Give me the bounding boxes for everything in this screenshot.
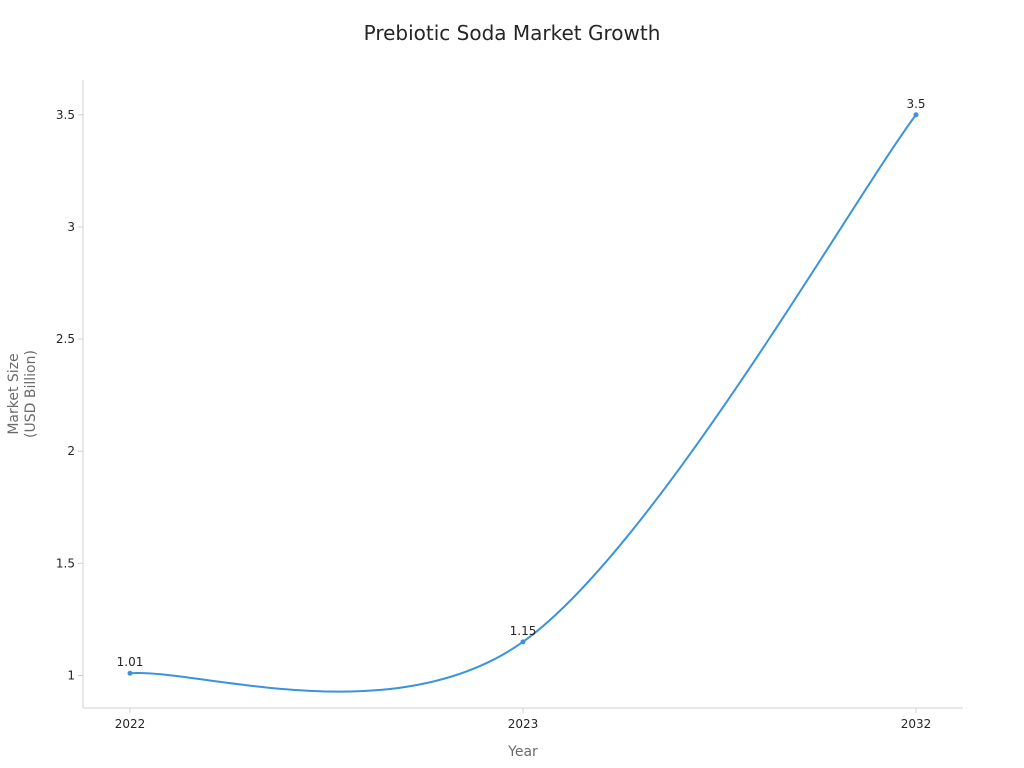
- y-tick-label: 3: [67, 220, 75, 234]
- y-axis-title-line-1: Market Size: [6, 353, 22, 434]
- y-tick-label: 3.5: [56, 108, 75, 122]
- x-tick-label: 2023: [508, 717, 539, 731]
- y-axis-title-line-2: (USD Billion): [23, 350, 39, 438]
- data-label: 1.01: [117, 655, 144, 669]
- data-label: 3.5: [906, 97, 925, 111]
- data-labels: 1.01 1.15 3.5: [117, 97, 926, 669]
- data-point: [127, 670, 133, 676]
- chart-title: Prebiotic Soda Market Growth: [364, 21, 661, 45]
- data-points: [127, 112, 919, 676]
- x-tick-label: 2022: [115, 717, 146, 731]
- data-point: [520, 639, 526, 645]
- y-tick-label: 1.5: [56, 556, 75, 570]
- x-axis-ticks: 2022 2023 2032: [115, 708, 932, 731]
- y-axis-title: Market Size (USD Billion): [6, 350, 39, 438]
- data-point: [913, 112, 919, 118]
- y-tick-label: 1: [67, 668, 75, 682]
- y-axis-ticks: 1 1.5 2 2.5 3 3.5: [56, 108, 83, 682]
- y-tick-label: 2: [67, 444, 75, 458]
- series-line: [129, 114, 917, 693]
- x-tick-label: 2032: [901, 717, 932, 731]
- y-tick-label: 2.5: [56, 332, 75, 346]
- x-axis-title: Year: [507, 744, 538, 760]
- data-label: 1.15: [510, 624, 537, 638]
